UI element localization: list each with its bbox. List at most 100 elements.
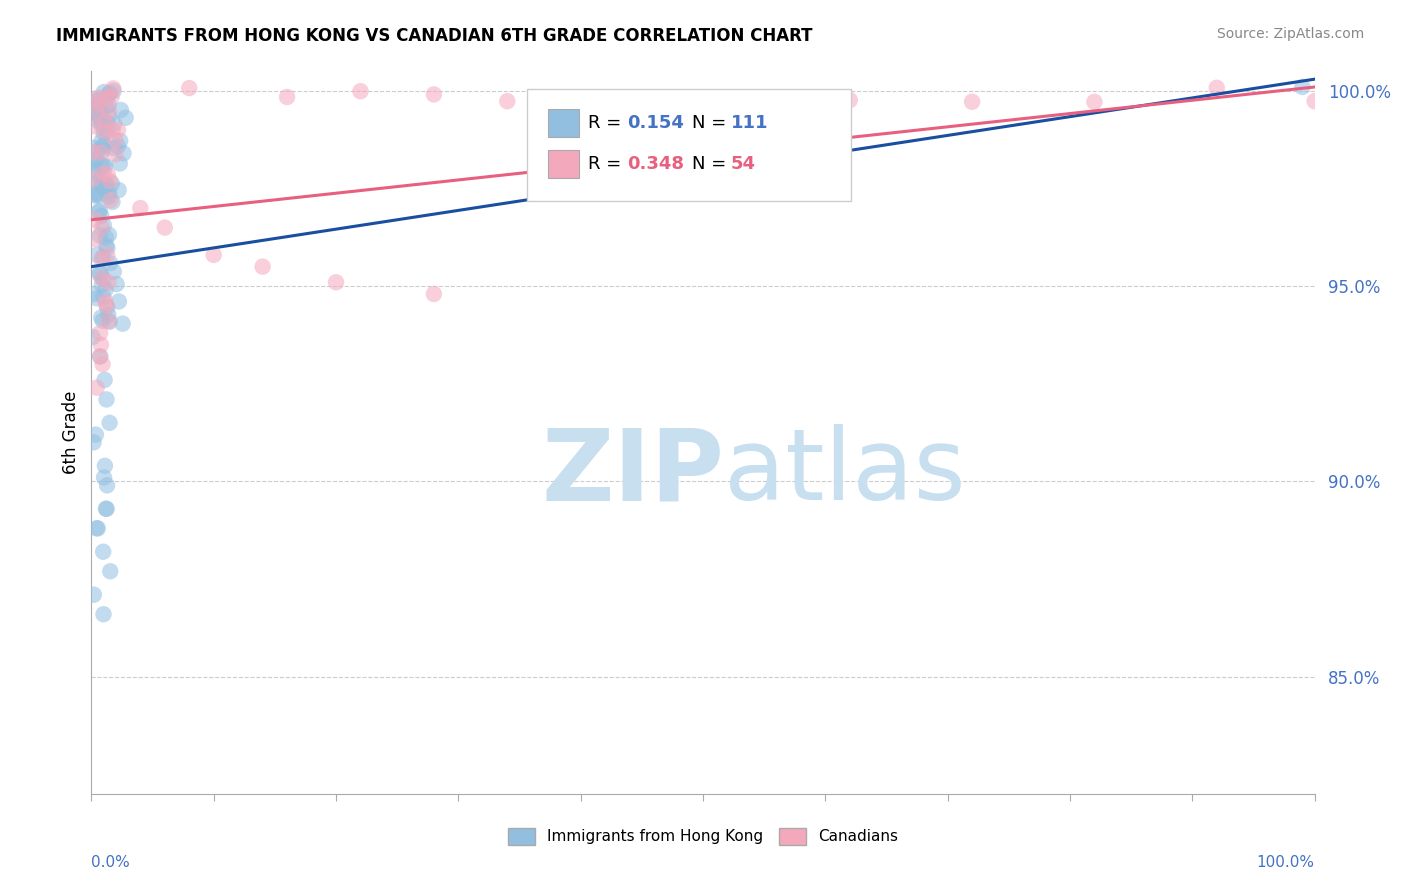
Point bbox=[97, 275, 120, 289]
Point bbox=[90, 170, 112, 185]
Point bbox=[91, 357, 114, 371]
Point bbox=[93, 607, 115, 622]
Point bbox=[87, 96, 110, 111]
Point bbox=[82, 172, 104, 186]
Point bbox=[91, 545, 114, 559]
Point bbox=[89, 268, 111, 282]
Point bbox=[83, 435, 105, 450]
Point bbox=[631, 94, 654, 108]
Point bbox=[83, 119, 105, 133]
Point bbox=[82, 330, 104, 344]
Point bbox=[89, 350, 111, 364]
Point bbox=[82, 141, 104, 155]
Point bbox=[98, 109, 121, 123]
Point bbox=[104, 147, 127, 161]
Point bbox=[89, 105, 111, 120]
Point bbox=[90, 337, 112, 351]
Point bbox=[96, 125, 118, 139]
Point bbox=[82, 145, 104, 159]
Point bbox=[84, 188, 107, 202]
Point bbox=[111, 317, 134, 331]
Point bbox=[90, 271, 112, 285]
Point bbox=[97, 98, 120, 112]
Point bbox=[103, 81, 125, 95]
Point bbox=[114, 111, 136, 125]
Point bbox=[96, 299, 118, 313]
Text: ZIP: ZIP bbox=[541, 425, 724, 521]
Point bbox=[86, 145, 108, 159]
Point bbox=[84, 187, 107, 202]
Point bbox=[496, 94, 519, 108]
Point bbox=[838, 93, 860, 107]
Point bbox=[1303, 94, 1326, 108]
Point bbox=[84, 232, 107, 246]
Point bbox=[108, 156, 131, 170]
Point bbox=[96, 501, 118, 516]
Point bbox=[86, 521, 108, 535]
Point bbox=[129, 201, 152, 215]
Point bbox=[84, 153, 107, 167]
Y-axis label: 6th Grade: 6th Grade bbox=[62, 391, 80, 475]
Point bbox=[103, 265, 125, 279]
Point bbox=[97, 168, 120, 182]
Point bbox=[96, 100, 118, 114]
Point bbox=[89, 112, 111, 126]
Point bbox=[89, 326, 111, 340]
Text: IMMIGRANTS FROM HONG KONG VS CANADIAN 6TH GRADE CORRELATION CHART: IMMIGRANTS FROM HONG KONG VS CANADIAN 6T… bbox=[56, 27, 813, 45]
Point bbox=[98, 315, 121, 329]
Point bbox=[107, 183, 129, 197]
Point bbox=[252, 260, 274, 274]
Point bbox=[100, 193, 122, 207]
Point bbox=[96, 239, 118, 253]
Point bbox=[91, 143, 114, 157]
Text: N =: N = bbox=[692, 114, 731, 132]
Point bbox=[1205, 80, 1227, 95]
Point bbox=[96, 478, 118, 492]
Point bbox=[96, 90, 118, 104]
Point bbox=[93, 85, 115, 99]
Point bbox=[90, 310, 112, 325]
Point bbox=[86, 103, 108, 118]
Point bbox=[87, 107, 110, 121]
Point bbox=[87, 205, 110, 219]
Point bbox=[89, 350, 111, 364]
Point bbox=[107, 139, 129, 153]
Point bbox=[93, 166, 115, 180]
Point bbox=[93, 180, 115, 194]
Point bbox=[86, 167, 108, 181]
Point bbox=[96, 301, 118, 315]
Point bbox=[96, 241, 118, 255]
Point bbox=[94, 294, 117, 309]
Point bbox=[103, 141, 125, 155]
Point bbox=[89, 188, 111, 202]
Point bbox=[112, 146, 135, 161]
Point bbox=[94, 230, 117, 244]
Point bbox=[101, 123, 124, 137]
Point bbox=[94, 114, 117, 128]
Point bbox=[104, 133, 127, 147]
Point bbox=[86, 381, 108, 395]
Point bbox=[90, 145, 112, 160]
Point bbox=[86, 97, 108, 112]
Text: atlas: atlas bbox=[724, 425, 966, 521]
Point bbox=[90, 119, 112, 133]
Point bbox=[89, 266, 111, 280]
Point bbox=[93, 158, 115, 172]
Point bbox=[98, 174, 121, 188]
Point bbox=[83, 154, 105, 169]
Point bbox=[101, 177, 124, 191]
Point bbox=[179, 81, 201, 95]
Point bbox=[100, 90, 122, 104]
Point bbox=[90, 178, 112, 193]
Text: 111: 111 bbox=[731, 114, 769, 132]
Point bbox=[91, 250, 114, 264]
Point bbox=[94, 125, 117, 139]
Point bbox=[97, 116, 120, 130]
Point bbox=[1291, 80, 1313, 95]
Point bbox=[98, 256, 121, 270]
Point bbox=[97, 189, 120, 203]
Point bbox=[98, 416, 121, 430]
Point bbox=[101, 194, 124, 209]
Point bbox=[90, 252, 112, 266]
Point bbox=[90, 134, 112, 148]
